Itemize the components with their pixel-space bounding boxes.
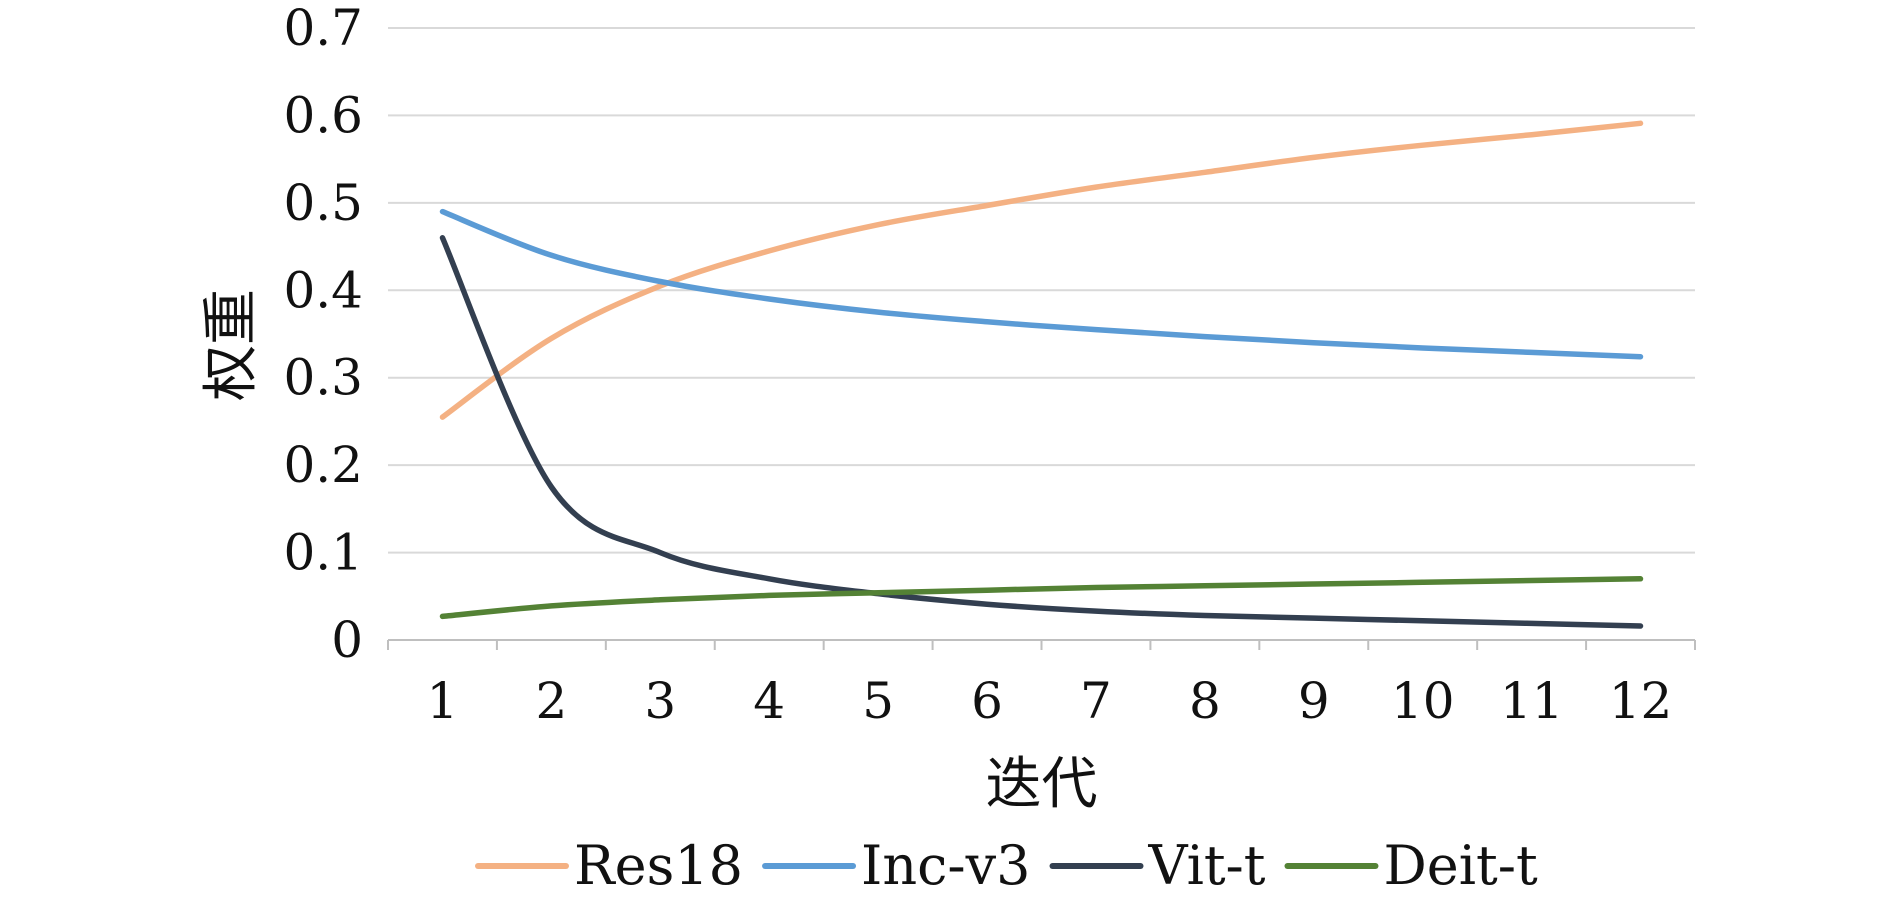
- y-axis-title: 权重: [199, 289, 264, 401]
- legend-label-inc-v3: Inc-v3: [861, 834, 1030, 897]
- series-line-res18: [439, 120, 1644, 420]
- gridlines: [388, 27, 1695, 554]
- x-tick-label: 11: [1500, 672, 1564, 730]
- x-tick-label: 1: [427, 672, 459, 730]
- x-tick-label: 7: [1080, 672, 1112, 730]
- x-tick-label: 4: [753, 672, 785, 730]
- legend-label-res18: Res18: [574, 834, 743, 897]
- y-tick-label: 0.1: [283, 524, 363, 582]
- series-lines: [439, 120, 1644, 629]
- x-tick-label: 5: [862, 672, 894, 730]
- series-line-deit-t: [439, 576, 1644, 620]
- x-axis-title: 迭代: [986, 752, 1098, 817]
- axes: [387, 639, 1696, 650]
- x-tick-label: 2: [535, 672, 567, 730]
- x-tick-label: 8: [1189, 672, 1221, 730]
- legend-label-deit-t: Deit-t: [1383, 834, 1537, 897]
- series-line-vit-t: [439, 235, 1644, 629]
- x-tick-label: 10: [1391, 672, 1455, 730]
- series-line-inc-v3: [439, 208, 1644, 360]
- legend: Res18 Inc-v3 Vit-t Deit-t: [475, 834, 1538, 897]
- x-tick-label: 6: [971, 672, 1003, 730]
- x-tick-label: 3: [644, 672, 676, 730]
- y-tick-label: 0.2: [283, 436, 363, 494]
- y-tick-label: 0.7: [283, 0, 363, 57]
- y-tick-labels: 0 0.1 0.2 0.3 0.4 0.5 0.6 0.7: [283, 0, 363, 669]
- x-tick-label: 12: [1609, 672, 1673, 730]
- x-tick-label: 9: [1298, 672, 1330, 730]
- y-tick-label: 0.3: [283, 349, 363, 407]
- y-tick-label: 0.5: [283, 174, 363, 232]
- y-tick-label: 0: [331, 611, 363, 669]
- y-tick-label: 0.4: [283, 261, 363, 319]
- x-tick-labels: 1 2 3 4 5 6 7 8 9 10 11 12: [427, 672, 1673, 730]
- legend-label-vit-t: Vit-t: [1148, 834, 1266, 897]
- y-tick-label: 0.6: [283, 86, 363, 144]
